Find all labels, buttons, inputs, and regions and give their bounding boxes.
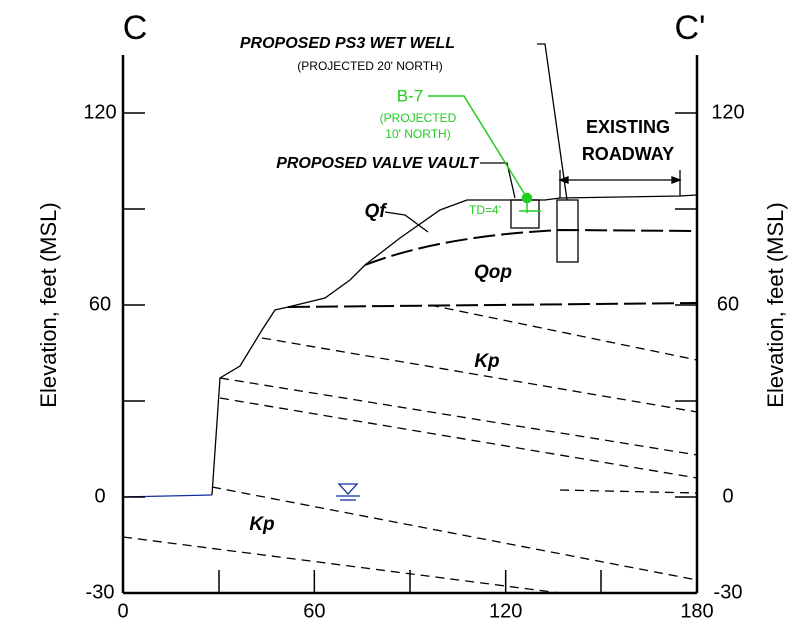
unit-label: Kp <box>474 351 499 372</box>
annotation: PROPOSED PS3 WET WELL <box>240 35 455 52</box>
x-tick-label: 0 <box>117 600 128 622</box>
annotation: TD=4' <box>469 203 501 217</box>
y-tick-label: 0 <box>94 485 105 507</box>
y-tick-label: 120 <box>711 101 744 123</box>
x-tick-label: 180 <box>680 600 713 622</box>
y-axis-label: Elevation, feet (MSL) <box>36 202 61 407</box>
y-tick-label: 60 <box>89 293 111 315</box>
minor-ticks <box>123 209 697 593</box>
y-axis-label: Elevation, feet (MSL) <box>763 202 788 407</box>
y-tick-label: -30 <box>714 581 743 603</box>
x-tick-label: 120 <box>489 600 522 622</box>
unit-label: Kp <box>249 514 274 535</box>
y-tick-label: -30 <box>86 581 115 603</box>
section-label: C' <box>674 9 705 47</box>
annotation: B-7 <box>397 86 423 105</box>
unit-label: Qop <box>474 262 512 283</box>
annotation: ROADWAY <box>582 144 674 164</box>
y-tick-label: 0 <box>722 485 733 507</box>
x-tick-label: 60 <box>303 600 325 622</box>
section-label: C <box>123 9 148 47</box>
unit-label: Qf <box>364 201 387 222</box>
annotation: (PROJECTED 20' NORTH) <box>297 59 442 73</box>
annotation: EXISTING <box>586 117 670 137</box>
annotation: (PROJECTED <box>380 111 457 125</box>
cross-section: C C' Elevation, feet (MSL) Elevation, fe… <box>0 0 791 629</box>
annotation: 10' NORTH) <box>385 127 450 141</box>
y-tick-label: 120 <box>83 101 116 123</box>
y-tick-label: 60 <box>717 293 739 315</box>
annotation: PROPOSED VALVE VAULT <box>276 155 479 172</box>
water-table <box>336 484 360 500</box>
